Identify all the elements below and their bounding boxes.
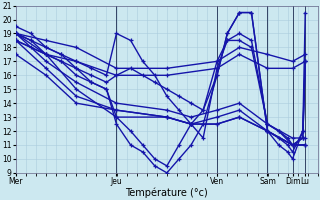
X-axis label: Température (°c): Température (°c)	[125, 187, 208, 198]
